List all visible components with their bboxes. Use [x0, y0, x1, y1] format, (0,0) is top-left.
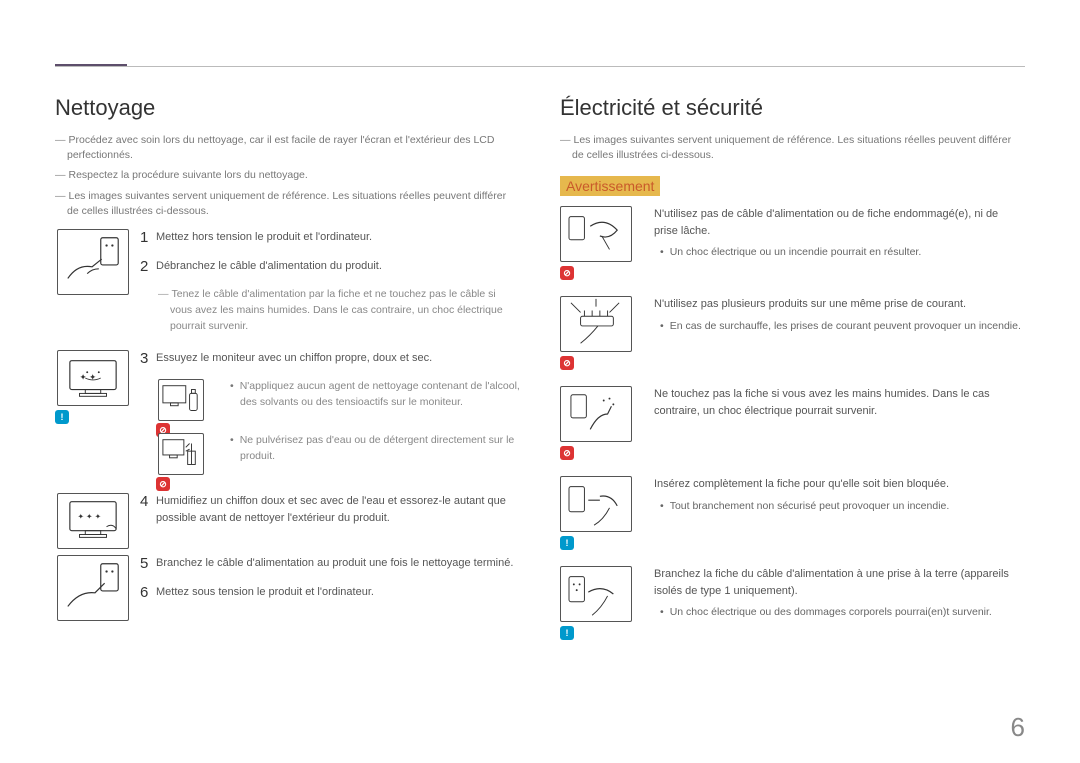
safety-row: ⊘ N'utilisez pas de câble d'alimentation …: [560, 206, 1025, 280]
step-number: 1: [140, 229, 156, 246]
note: Les images suivantes servent uniquement …: [55, 189, 520, 219]
safety-illustration: [560, 566, 632, 622]
top-rule: [55, 66, 1025, 67]
content-columns: Nettoyage Procédez avec soin lors du net…: [55, 95, 1025, 656]
safety-text: Insérez complètement la fiche pour qu'el…: [654, 476, 1025, 493]
step-text: Essuyez le moniteur avec un chiffon prop…: [156, 350, 514, 367]
illustration-wrap: ✦ ✦ ✦: [55, 493, 130, 549]
step-row: 1Mettez hors tension le produit et l'ord…: [55, 229, 520, 344]
note: Les images suivantes servent uniquement …: [560, 133, 1025, 163]
step-number: 6: [140, 584, 156, 601]
page-number: 6: [1011, 712, 1025, 743]
step-subnote: Tenez le câble d'alimentation par la fic…: [140, 287, 520, 334]
safety-row: ! Branchez la fiche du câble d'alimentati…: [560, 566, 1025, 640]
step-body: 1Mettez hors tension le produit et l'ord…: [140, 229, 520, 344]
illustration-no-chemicals: [158, 379, 204, 421]
illustration-wrap: ⊘: [560, 386, 638, 460]
heading-cleaning: Nettoyage: [55, 95, 520, 121]
sub-illustration-row: ⊘ Ne pulvérisez pas d'eau ou de détergen…: [158, 433, 520, 475]
step-row: ✦ ✦ ! 3Essuyez le moniteur avec un chiff…: [55, 350, 520, 487]
step-number: 4: [140, 493, 156, 510]
step-text: Mettez hors tension le produit et l'ordi…: [156, 229, 514, 246]
safety-body: N'utilisez pas de câble d'alimentation o…: [654, 206, 1025, 267]
safety-illustration: [560, 476, 632, 532]
illustration-wrap: ⊘: [560, 206, 638, 280]
step-number: 5: [140, 555, 156, 572]
safety-bullet: En cas de surchauffe, les prises de cour…: [654, 319, 1025, 335]
illustration-wipe: ✦ ✦: [57, 350, 129, 406]
step-text: Branchez le câble d'alimentation au prod…: [156, 555, 514, 572]
safety-text: Branchez la fiche du câble d'alimentatio…: [654, 566, 1025, 599]
safety-bullet: Tout branchement non sécurisé peut provo…: [654, 499, 1025, 515]
step-row: ✦ ✦ ✦ 4Humidifiez un chiffon doux et sec…: [55, 493, 520, 549]
illustration-wrap: [55, 229, 130, 295]
step-text: Humidifiez un chiffon doux et sec avec d…: [156, 493, 514, 526]
safety-bullet: Un choc électrique ou des dommages corpo…: [654, 605, 1025, 621]
info-badge-icon: !: [55, 410, 69, 424]
safety-row: ⊘ Ne touchez pas la fiche si vous avez le…: [560, 386, 1025, 460]
step-text: Débranchez le câble d'alimentation du pr…: [156, 258, 514, 275]
safety-row: ⊘ N'utilisez pas plusieurs produits sur u…: [560, 296, 1025, 370]
safety-illustration: [560, 386, 632, 442]
heading-electricity: Électricité et sécurité: [560, 95, 1025, 121]
safety-illustration: [560, 206, 632, 262]
safety-body: Ne touchez pas la fiche si vous avez les…: [654, 386, 1025, 425]
note: Respectez la procédure suivante lors du …: [55, 168, 520, 183]
safety-bullet: Un choc électrique ou un incendie pourra…: [654, 245, 1025, 261]
step-number: 2: [140, 258, 156, 275]
safety-text: N'utilisez pas plusieurs produits sur un…: [654, 296, 1025, 313]
sub-illustration-row: ⊘ N'appliquez aucun agent de nettoyage c…: [158, 379, 520, 421]
column-cleaning: Nettoyage Procédez avec soin lors du net…: [55, 95, 520, 656]
step-number: 3: [140, 350, 156, 367]
safety-body: Insérez complètement la fiche pour qu'el…: [654, 476, 1025, 520]
step-bullet: Ne pulvérisez pas d'eau ou de détergent …: [212, 433, 520, 465]
prohibit-badge-icon: ⊘: [560, 356, 574, 370]
safety-text: N'utilisez pas de câble d'alimentation o…: [654, 206, 1025, 239]
safety-list: ⊘ N'utilisez pas de câble d'alimentation …: [560, 206, 1025, 640]
illustration-wrap: !: [560, 566, 638, 640]
illustration-wrap: [55, 555, 130, 621]
safety-row: ! Insérez complètement la fiche pour qu'e…: [560, 476, 1025, 550]
svg-text:✦ ✦ ✦: ✦ ✦ ✦: [77, 512, 101, 521]
illustration-wrap: ⊘: [560, 296, 638, 370]
illustration-wrap: ✦ ✦ !: [55, 350, 130, 424]
warning-label: Avertissement: [560, 176, 660, 196]
info-badge-icon: !: [560, 536, 574, 550]
note: Procédez avec soin lors du nettoyage, ca…: [55, 133, 520, 163]
prohibit-badge-icon: ⊘: [156, 477, 170, 491]
illustration-wrap: !: [560, 476, 638, 550]
illustration-damp-cloth: ✦ ✦ ✦: [57, 493, 129, 549]
step-body: 5Branchez le câble d'alimentation au pro…: [140, 555, 520, 613]
step-body: 4Humidifiez un chiffon doux et sec avec …: [140, 493, 520, 538]
info-badge-icon: !: [560, 626, 574, 640]
step-body: 3Essuyez le moniteur avec un chiffon pro…: [140, 350, 520, 487]
safety-text: Ne touchez pas la fiche si vous avez les…: [654, 386, 1025, 419]
safety-illustration: [560, 296, 632, 352]
illustration-unplug: [57, 229, 129, 295]
step-text: Mettez sous tension le produit et l'ordi…: [156, 584, 514, 601]
step-bullet: N'appliquez aucun agent de nettoyage con…: [212, 379, 520, 411]
safety-body: N'utilisez pas plusieurs produits sur un…: [654, 296, 1025, 340]
column-electricity: Électricité et sécurité Les images suiva…: [560, 95, 1025, 656]
illustration-no-spray: [158, 433, 204, 475]
prohibit-badge-icon: ⊘: [560, 266, 574, 280]
step-row: 5Branchez le câble d'alimentation au pro…: [55, 555, 520, 621]
svg-text:✦ ✦: ✦ ✦: [79, 372, 97, 382]
illustration-plug-in: [57, 555, 129, 621]
safety-body: Branchez la fiche du câble d'alimentatio…: [654, 566, 1025, 627]
prohibit-badge-icon: ⊘: [560, 446, 574, 460]
